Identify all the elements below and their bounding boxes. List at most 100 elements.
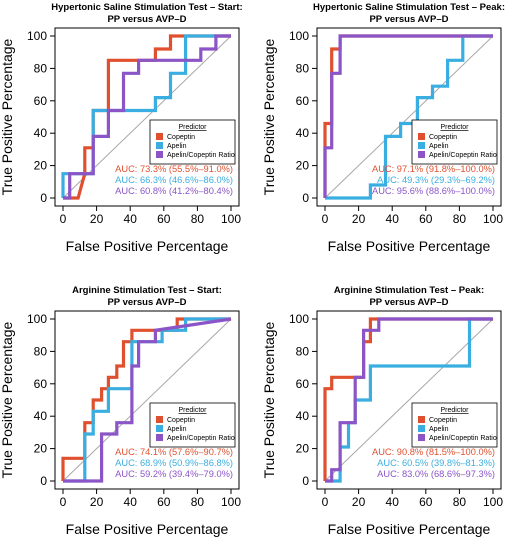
x-tick-label: 0 (322, 212, 329, 226)
reference-diagonal (62, 35, 232, 199)
x-tick-label: 40 (124, 495, 138, 509)
legend-label-copeptin: Copeptin (429, 134, 457, 141)
legend-label-ratio: Apelin/Copeptin Ratio (429, 152, 497, 159)
y-axis-label: True Positive Percentage (261, 38, 277, 195)
roc-curve-copeptin (61, 317, 231, 481)
y-tick-label: 0 (302, 474, 309, 488)
panel-title: Arginine Stimulation Test – Peak: (334, 285, 484, 296)
legend-swatch-ratio (156, 151, 163, 158)
panel-title: Hypertonic Saline Stimulation Test – Sta… (51, 2, 242, 13)
legend-swatch-ratio (418, 151, 425, 158)
y-tick-label: 80 (296, 344, 310, 358)
x-axis-label: False Positive Percentage (328, 238, 491, 254)
y-tick-label: 80 (34, 61, 48, 75)
auc-label-ratio: AUC: 59.2% (39.4%–79.0%) (115, 469, 233, 479)
x-tick-label: 20 (352, 212, 366, 226)
legend-swatch-copeptin (418, 133, 425, 140)
y-tick-label: 40 (296, 409, 310, 423)
legend-swatch-copeptin (156, 133, 163, 140)
auc-label-ratio: AUC: 60.8% (41.2%–80.4%) (115, 186, 233, 196)
x-tick-label: 100 (483, 495, 503, 509)
reference-diagonal (62, 318, 232, 482)
x-tick-label: 60 (419, 495, 433, 509)
plot-frame (54, 310, 240, 490)
y-tick-label: 60 (34, 94, 48, 108)
x-tick-label: 20 (90, 212, 104, 226)
x-tick-label: 0 (60, 212, 67, 226)
roc-panel-4: Arginine Stimulation Test – Peak:PP vers… (261, 285, 503, 537)
y-tick-label: 60 (34, 377, 48, 391)
legend-swatch-apelin (156, 425, 163, 432)
x-tick-label: 80 (453, 212, 467, 226)
x-axis-label: False Positive Percentage (66, 521, 229, 537)
legend-box (411, 402, 498, 448)
legend-box (149, 402, 236, 448)
legend-label-apelin: Apelin (429, 143, 449, 150)
y-tick-label: 100 (27, 312, 47, 326)
x-tick-label: 0 (60, 495, 67, 509)
auc-label-apelin: AUC: 49.3% (29.3%–69.2%) (377, 175, 495, 185)
y-axis-label: True Positive Percentage (0, 321, 15, 478)
plot-frame (54, 27, 240, 207)
x-tick-label: 100 (221, 212, 241, 226)
roc-panel-3: Arginine Stimulation Test – Start:PP ver… (0, 285, 241, 537)
auc-label-copeptin: AUC: 74.1% (57.6%–90.7%) (115, 447, 233, 457)
y-tick-label: 20 (296, 159, 310, 173)
y-tick-label: 80 (34, 344, 48, 358)
x-axis-label: False Positive Percentage (328, 521, 491, 537)
auc-label-ratio: AUC: 95.6% (88.6%–100.0%) (372, 186, 495, 196)
roc-curve-ratio (63, 34, 231, 200)
legend-label-ratio: Apelin/Copeptin Ratio (429, 435, 497, 442)
reference-diagonal (324, 35, 494, 199)
legend-title: Predictor (440, 407, 469, 414)
legend-swatch-copeptin (418, 416, 425, 423)
legend-label-ratio: Apelin/Copeptin Ratio (167, 152, 235, 159)
x-tick-label: 40 (124, 212, 138, 226)
auc-label-ratio: AUC: 83.0% (68.6%–97.3%) (377, 469, 495, 479)
legend-box (411, 119, 498, 165)
legend-box (149, 119, 236, 165)
y-tick-label: 20 (34, 442, 48, 456)
legend-swatch-ratio (418, 434, 425, 441)
x-tick-label: 80 (191, 212, 205, 226)
x-tick-label: 80 (453, 495, 467, 509)
legend-label-copeptin: Copeptin (429, 417, 457, 424)
legend-title: Predictor (440, 124, 469, 131)
roc-curve-ratio (63, 317, 232, 483)
x-tick-label: 100 (483, 212, 503, 226)
panel-title: Arginine Stimulation Test – Start: (72, 285, 222, 296)
y-tick-label: 60 (296, 94, 310, 108)
x-axis-label: False Positive Percentage (66, 238, 229, 254)
y-tick-label: 20 (34, 159, 48, 173)
x-tick-label: 80 (191, 495, 205, 509)
y-tick-label: 80 (296, 61, 310, 75)
auc-label-apelin: AUC: 66.3% (46.6%–86.0%) (115, 175, 233, 185)
x-tick-label: 20 (90, 495, 104, 509)
legend-label-apelin: Apelin (167, 426, 187, 433)
roc-curve-ratio (323, 34, 493, 198)
legend-title: Predictor (178, 124, 207, 131)
y-tick-label: 100 (289, 312, 309, 326)
legend-swatch-ratio (156, 434, 163, 441)
auc-label-copeptin: AUC: 97.1% (91.8%–100.0%) (372, 164, 495, 174)
auc-label-apelin: AUC: 60.5% (39.8%–81.3%) (377, 458, 495, 468)
y-tick-label: 40 (34, 126, 48, 140)
y-tick-label: 100 (27, 29, 47, 43)
panel-subtitle: PP versus AVP–D (369, 14, 448, 25)
y-tick-label: 0 (302, 191, 309, 205)
x-tick-label: 0 (322, 495, 329, 509)
panel-title: Hypertonic Saline Stimulation Test – Pea… (313, 2, 505, 13)
y-tick-label: 20 (296, 442, 310, 456)
auc-label-copeptin: AUC: 73.3% (55.5%–91.0%) (115, 164, 233, 174)
y-tick-label: 0 (40, 474, 47, 488)
legend-swatch-apelin (156, 142, 163, 149)
legend-label-apelin: Apelin (167, 143, 187, 150)
x-tick-label: 40 (386, 495, 400, 509)
legend-swatch-apelin (418, 425, 425, 432)
roc-curve-copeptin (63, 34, 231, 200)
plot-frame (316, 27, 502, 207)
auc-label-apelin: AUC: 68.9% (50.9%–86.8%) (115, 458, 233, 468)
y-tick-label: 100 (289, 29, 309, 43)
